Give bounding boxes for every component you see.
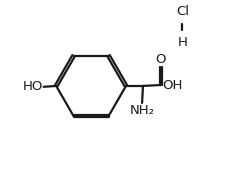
Text: OH: OH (162, 79, 182, 91)
Text: HO: HO (23, 80, 43, 93)
Text: H: H (177, 36, 187, 49)
Text: NH₂: NH₂ (130, 104, 155, 117)
Text: Cl: Cl (176, 5, 189, 18)
Text: O: O (156, 53, 166, 66)
